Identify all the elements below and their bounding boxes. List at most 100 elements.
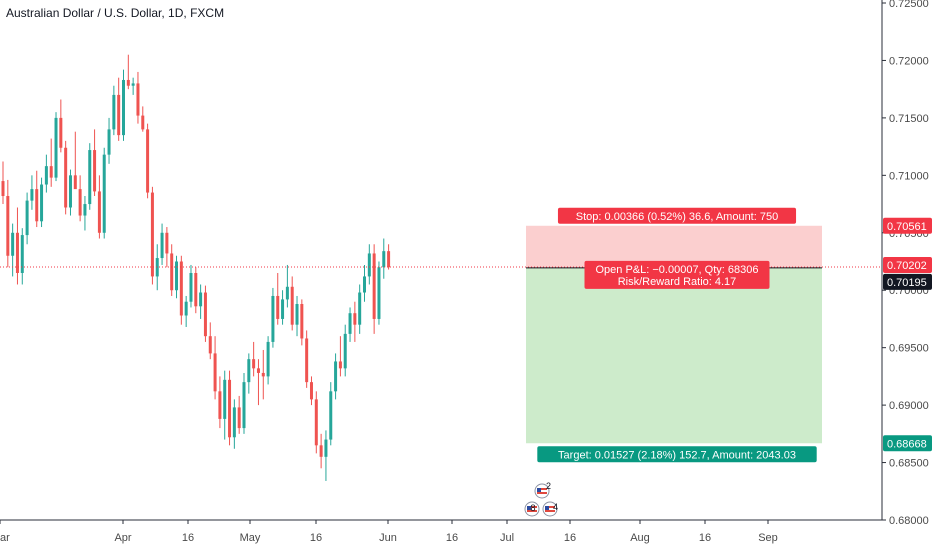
candle-body bbox=[348, 313, 352, 334]
event-count-badge: 4 bbox=[553, 502, 558, 512]
candle-body bbox=[126, 79, 130, 86]
candle-body bbox=[64, 147, 68, 208]
flag-stripe bbox=[545, 510, 555, 512]
time-tick-label: Aug bbox=[630, 532, 650, 544]
candle-body bbox=[40, 184, 44, 222]
price-tick-label: 0.68500 bbox=[889, 458, 929, 470]
event-count-badge: 2 bbox=[546, 481, 551, 491]
price-tag-bg bbox=[883, 435, 932, 452]
candle-body bbox=[295, 304, 299, 325]
candle-body bbox=[237, 407, 241, 429]
position-labels[interactable]: Stop: 0.00366 (0.52%) 36.6, Amount: 750 O… bbox=[537, 207, 817, 463]
candle-body bbox=[155, 258, 159, 277]
target-label[interactable]: Target: 0.01527 (2.18%) 152.7, Amount: 2… bbox=[537, 446, 817, 463]
candlestick-series bbox=[1, 54, 391, 481]
candle-body bbox=[309, 382, 313, 400]
time-axis[interactable]: ar Apr 16 May 16 Jun 16 Jul 16 Aug 16 Sep bbox=[0, 519, 882, 544]
candle-body bbox=[131, 83, 135, 86]
candle-body bbox=[11, 232, 15, 256]
candle-body bbox=[281, 299, 285, 319]
candle-body bbox=[334, 361, 338, 392]
candle-body bbox=[146, 129, 150, 193]
candle-body bbox=[261, 372, 265, 377]
price-tag-entry[interactable]: 0.70195 bbox=[883, 273, 932, 290]
flag-icon-ring bbox=[524, 501, 540, 517]
candle-body bbox=[73, 175, 77, 190]
candle-body bbox=[112, 94, 116, 130]
candle-body bbox=[88, 150, 92, 205]
candle-body bbox=[372, 253, 376, 319]
price-tick-label: 0.71000 bbox=[889, 170, 929, 182]
flag-icon-ring bbox=[542, 501, 558, 517]
flag-canton bbox=[545, 506, 549, 510]
candle-body bbox=[266, 341, 270, 377]
candle-body bbox=[232, 407, 236, 438]
position-zones bbox=[526, 225, 822, 444]
pnl-label-text: Open P&L: −0.00007, Qty: 68306 bbox=[596, 264, 759, 276]
flag-stripe bbox=[537, 488, 547, 490]
candle-body bbox=[285, 286, 289, 300]
chart-title: Australian Dollar / U.S. Dollar, 1D, FXC… bbox=[6, 6, 224, 20]
target-zone[interactable] bbox=[526, 267, 822, 444]
time-tick-label: Jul bbox=[500, 532, 514, 544]
candle-body bbox=[319, 445, 323, 457]
candle-body bbox=[329, 391, 333, 440]
time-tick-label: 16 bbox=[699, 532, 711, 544]
candle-body bbox=[179, 261, 183, 316]
price-tag-stop[interactable]: 0.70561 bbox=[883, 217, 932, 234]
candle-body bbox=[300, 304, 304, 339]
price-tick-label: 0.71500 bbox=[889, 113, 929, 125]
price-tick-label: 0.69500 bbox=[889, 343, 929, 355]
price-tag-last[interactable]: 0.70202 bbox=[883, 257, 932, 274]
candle-body bbox=[136, 83, 140, 116]
flag-stripe bbox=[537, 492, 547, 494]
candle-body bbox=[6, 196, 10, 256]
candle-body bbox=[228, 379, 232, 438]
stop-label[interactable]: Stop: 0.00366 (0.52%) 36.6, Amount: 750 bbox=[557, 207, 797, 224]
pnl-label[interactable]: Open P&L: −0.00007, Qty: 68306Risk/Rewar… bbox=[584, 260, 770, 289]
candle-body bbox=[353, 313, 357, 325]
candle-body bbox=[358, 292, 362, 325]
candle-body bbox=[189, 272, 193, 302]
candle-body bbox=[97, 191, 101, 233]
candle-body bbox=[54, 117, 58, 178]
flag-canton bbox=[527, 506, 531, 510]
candle-body bbox=[343, 333, 347, 369]
candle-body bbox=[218, 391, 222, 419]
candle-body bbox=[15, 232, 19, 273]
stop-label-bg bbox=[557, 207, 797, 224]
candle-body bbox=[208, 336, 212, 354]
candle-body bbox=[25, 200, 29, 236]
candle-body bbox=[141, 115, 145, 130]
candle-body bbox=[194, 272, 198, 307]
price-tag-label: 0.70195 bbox=[887, 277, 927, 289]
time-tick-label: ar bbox=[0, 532, 10, 544]
price-tag-bg bbox=[883, 273, 932, 290]
price-tag-bg bbox=[883, 257, 932, 274]
event-markers[interactable]: 2 8 4 bbox=[524, 481, 558, 517]
candle-body bbox=[122, 79, 125, 136]
price-tick-label: 0.72500 bbox=[889, 0, 929, 10]
candle-body bbox=[247, 359, 251, 383]
event-count-badge: 8 bbox=[530, 503, 535, 513]
us-flag-icon-left[interactable] bbox=[524, 501, 540, 517]
candle-body bbox=[107, 129, 111, 155]
price-axis[interactable]: 0.725000.720000.715000.710000.705000.700… bbox=[881, 0, 932, 550]
candle-body bbox=[175, 261, 179, 291]
candle-body bbox=[59, 117, 63, 148]
candle-body bbox=[363, 276, 366, 293]
price-tick-label: 0.69000 bbox=[889, 400, 929, 412]
price-tick-label: 0.68000 bbox=[889, 515, 929, 527]
us-flag-icon-right[interactable] bbox=[542, 501, 558, 517]
stop-zone[interactable] bbox=[526, 225, 822, 268]
candle-body bbox=[305, 338, 309, 383]
price-tag-target[interactable]: 0.68668 bbox=[883, 435, 932, 452]
candle-body bbox=[1, 181, 5, 197]
us-flag-icon[interactable] bbox=[534, 483, 550, 499]
candle-body bbox=[271, 295, 275, 342]
price-tag-bg bbox=[883, 217, 932, 234]
time-tick-label: May bbox=[240, 532, 261, 544]
candle-body bbox=[387, 251, 391, 268]
candle-body bbox=[242, 382, 246, 429]
